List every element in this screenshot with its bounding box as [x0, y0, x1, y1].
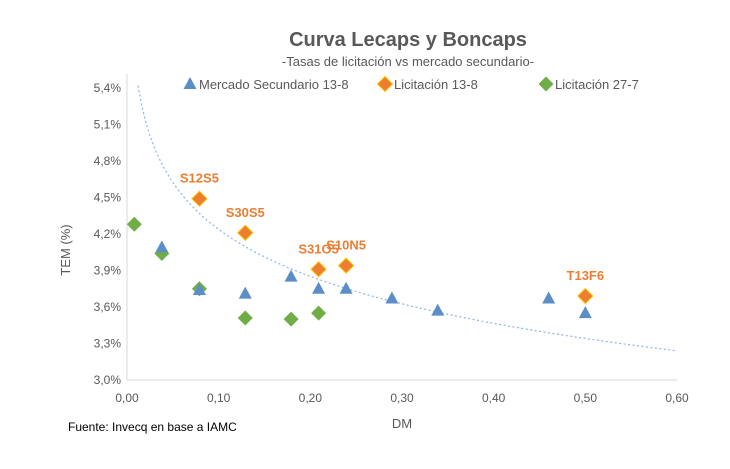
data-point [155, 240, 169, 253]
legend-label: Licitación 13-8 [394, 77, 478, 92]
point-label: S30S5 [226, 205, 265, 220]
legend-item: Licitación 27-7 [538, 76, 639, 92]
legend-marker [376, 75, 394, 93]
y-tick-label: 5,4% [94, 81, 122, 95]
y-axis-label: TEM (%) [58, 224, 73, 275]
y-tick-label: 5,1% [94, 118, 122, 132]
legend-marker [183, 77, 197, 89]
source-note: Fuente: Invecq en base a IAMC [68, 420, 237, 434]
data-point [238, 286, 252, 299]
data-point [237, 224, 254, 241]
point-label: T13F6 [567, 268, 605, 283]
legend-item: Licitación 13-8 [376, 75, 478, 93]
legend-marker [538, 76, 554, 92]
data-point [126, 216, 142, 232]
y-tick-label: 3,6% [94, 300, 122, 314]
legend-label: Mercado Secundario 13-8 [199, 77, 349, 92]
data-point [311, 305, 327, 321]
data-point [337, 257, 355, 274]
data-point [283, 311, 299, 327]
data-point [284, 269, 298, 282]
data-point [385, 291, 399, 304]
x-tick-label: 0,60 [665, 391, 689, 405]
y-tick-label: 4,2% [94, 227, 122, 241]
data-point [577, 287, 594, 305]
data-point [542, 291, 556, 304]
x-tick-label: 0,10 [207, 391, 231, 405]
y-tick-label: 4,8% [94, 154, 122, 168]
x-tick-label: 0,30 [390, 391, 414, 405]
x-tick-label: 0,00 [115, 391, 139, 405]
x-tick-label: 0,20 [299, 391, 323, 405]
data-point [339, 281, 353, 294]
data-point [192, 282, 206, 295]
legend-label: Licitación 27-7 [555, 77, 639, 92]
data-point [310, 261, 327, 278]
y-tick-label: 3,0% [94, 373, 122, 387]
legend-item: Mercado Secundario 13-8 [183, 77, 349, 92]
x-axis-label: DM [392, 416, 412, 431]
y-tick-label: 4,5% [94, 191, 122, 205]
chart-subtitle: -Tasas de licitación vs mercado secundar… [282, 54, 534, 69]
y-tick-label: 3,9% [94, 264, 122, 278]
legend: Mercado Secundario 13-8 Licitación 13-8 Li… [183, 75, 639, 93]
point-label: S10N5 [326, 238, 366, 253]
data-point [578, 306, 592, 319]
point-label: S31O5 [298, 241, 338, 256]
data-point [431, 303, 445, 316]
point-label: S12S5 [180, 171, 219, 186]
data-point [312, 281, 326, 294]
chart-title: Curva Lecaps y Boncaps [289, 29, 527, 51]
trendline [137, 85, 678, 352]
x-tick-label: 0,50 [574, 391, 598, 405]
data-point [237, 310, 253, 326]
y-tick-label: 3,3% [94, 337, 122, 351]
x-tick-label: 0,40 [482, 391, 506, 405]
data-point [191, 190, 208, 207]
